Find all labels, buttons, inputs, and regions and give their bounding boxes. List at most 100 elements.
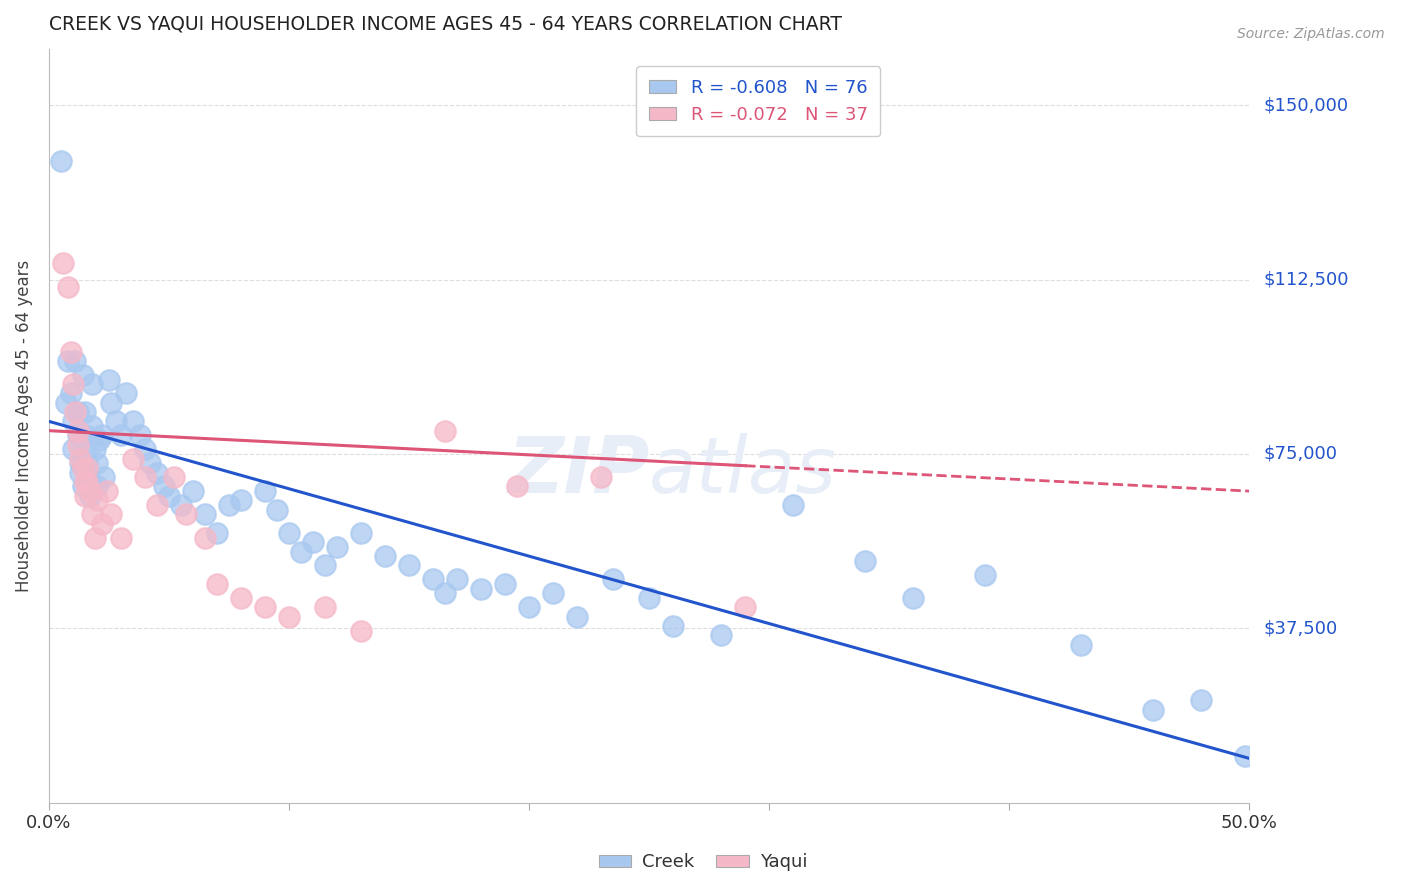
Legend: Creek, Yaqui: Creek, Yaqui: [592, 847, 814, 879]
Point: [266, 502, 288, 516]
Point: [170, 498, 193, 512]
Point: [82, 508, 104, 522]
Point: [434, 586, 457, 600]
Point: [86, 479, 108, 493]
Point: [517, 600, 540, 615]
Point: [710, 628, 733, 642]
Point: [76, 475, 98, 489]
Point: [69, 456, 91, 470]
Point: [129, 428, 152, 442]
Point: [69, 451, 91, 466]
Point: [278, 609, 301, 624]
Point: [56, 354, 79, 368]
Point: [76, 466, 98, 480]
Point: [79, 489, 101, 503]
Text: CREEK VS YAQUI HOUSEHOLDER INCOME AGES 45 - 64 YEARS CORRELATION CHART: CREEK VS YAQUI HOUSEHOLDER INCOME AGES 4…: [49, 15, 842, 34]
Y-axis label: Householder Income Ages 45 - 64 years: Householder Income Ages 45 - 64 years: [15, 260, 32, 592]
Point: [105, 414, 128, 428]
Text: $112,500: $112,500: [1264, 270, 1348, 289]
Point: [83, 442, 105, 457]
Point: [181, 484, 204, 499]
Point: [73, 489, 96, 503]
Point: [302, 535, 325, 549]
Point: [65, 405, 87, 419]
Point: [96, 484, 118, 499]
Point: [82, 377, 104, 392]
Point: [79, 484, 101, 499]
Point: [122, 414, 145, 428]
Point: [110, 428, 132, 442]
Point: [254, 600, 277, 615]
Point: [56, 279, 79, 293]
Point: [314, 558, 336, 573]
Point: [470, 582, 492, 596]
Point: [90, 516, 112, 531]
Point: [73, 405, 96, 419]
Point: [139, 456, 162, 470]
Point: [205, 525, 228, 540]
Point: [434, 424, 457, 438]
Point: [194, 531, 217, 545]
Text: atlas: atlas: [650, 434, 837, 509]
Point: [72, 368, 94, 382]
Point: [1189, 693, 1212, 707]
Point: [903, 591, 925, 605]
Point: [72, 461, 94, 475]
Point: [290, 544, 312, 558]
Point: [73, 442, 96, 457]
Point: [567, 609, 589, 624]
Point: [62, 377, 84, 392]
Point: [89, 433, 111, 447]
Point: [218, 498, 240, 512]
Point: [76, 461, 98, 475]
Point: [350, 525, 373, 540]
Text: Source: ZipAtlas.com: Source: ZipAtlas.com: [1237, 27, 1385, 41]
Point: [55, 396, 77, 410]
Point: [98, 372, 121, 386]
Point: [1070, 638, 1092, 652]
Point: [506, 479, 529, 493]
Point: [62, 442, 84, 457]
Point: [591, 470, 613, 484]
Point: [65, 354, 87, 368]
Point: [73, 475, 96, 489]
Point: [194, 508, 217, 522]
Point: [422, 573, 444, 587]
Point: [174, 508, 197, 522]
Point: [72, 479, 94, 493]
Point: [62, 414, 84, 428]
Point: [734, 600, 756, 615]
Point: [114, 386, 136, 401]
Point: [86, 456, 108, 470]
Point: [122, 451, 145, 466]
Point: [66, 424, 89, 438]
Point: [66, 437, 89, 451]
Point: [90, 428, 112, 442]
Point: [146, 498, 169, 512]
Point: [229, 493, 252, 508]
Point: [69, 466, 91, 480]
Point: [446, 573, 468, 587]
Point: [83, 531, 105, 545]
Point: [82, 419, 104, 434]
Point: [153, 479, 176, 493]
Point: [59, 344, 82, 359]
Text: $150,000: $150,000: [1264, 96, 1348, 114]
Point: [134, 442, 156, 457]
Point: [59, 386, 82, 401]
Point: [100, 508, 122, 522]
Point: [782, 498, 804, 512]
Point: [541, 586, 564, 600]
Text: $37,500: $37,500: [1264, 619, 1337, 637]
Legend: R = -0.608   N = 76, R = -0.072   N = 37: R = -0.608 N = 76, R = -0.072 N = 37: [637, 66, 880, 136]
Point: [66, 405, 89, 419]
Text: $75,000: $75,000: [1264, 445, 1337, 463]
Point: [66, 428, 89, 442]
Point: [1233, 749, 1256, 764]
Text: ZIP: ZIP: [508, 434, 650, 509]
Point: [974, 567, 997, 582]
Point: [398, 558, 420, 573]
Point: [254, 484, 277, 499]
Point: [163, 470, 186, 484]
Point: [1142, 703, 1164, 717]
